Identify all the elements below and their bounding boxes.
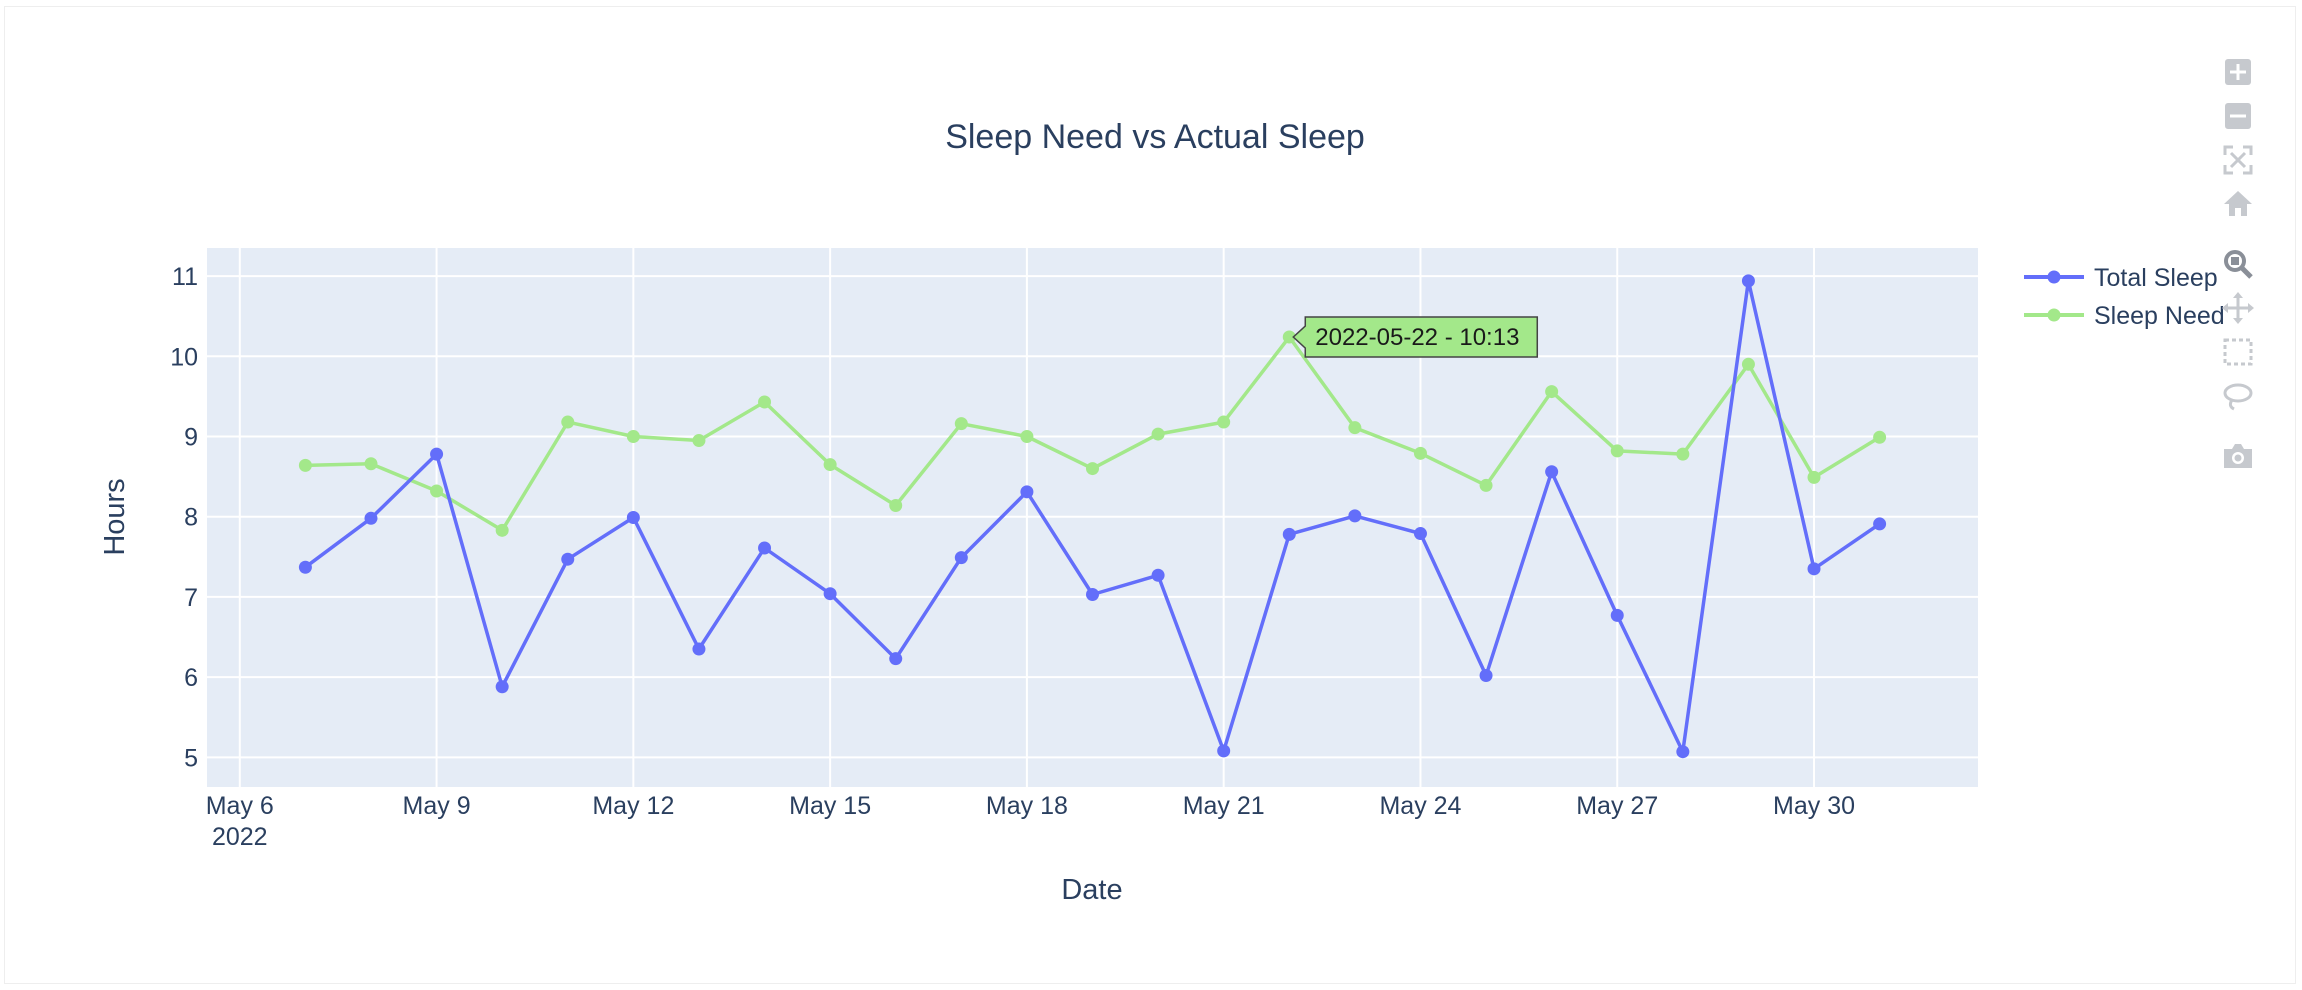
x-axis-title: Date — [1061, 874, 1122, 906]
data-point[interactable] — [430, 484, 444, 498]
data-point[interactable] — [561, 415, 575, 429]
x-tick-label: May 12 — [592, 792, 674, 820]
data-point[interactable] — [692, 642, 706, 656]
hover-tooltip: 2022-05-22 - 10:13 — [1292, 316, 1539, 358]
series-total-sleep — [298, 274, 1887, 759]
data-point[interactable] — [626, 429, 640, 443]
x-tick-label: May 21 — [1183, 792, 1265, 820]
y-tick-label: 8 — [184, 504, 198, 532]
data-point[interactable] — [430, 447, 444, 461]
data-point[interactable] — [1479, 478, 1493, 492]
box-select-icon[interactable] — [2223, 338, 2253, 366]
data-point[interactable] — [298, 458, 312, 472]
data-point[interactable] — [626, 511, 640, 524]
data-point[interactable] — [495, 523, 509, 537]
data-point[interactable] — [1610, 444, 1624, 458]
data-point[interactable] — [1348, 509, 1362, 523]
zoom-icon[interactable] — [2224, 250, 2253, 279]
data-point[interactable] — [889, 498, 903, 512]
x-tick-label: May 27 — [1576, 792, 1658, 820]
data-point[interactable] — [298, 560, 312, 574]
data-point[interactable] — [1676, 745, 1690, 759]
data-point[interactable] — [758, 541, 772, 555]
tooltip-text: 2022-05-22 - 10:13 — [1315, 324, 1519, 351]
legend-item[interactable]: Total Sleep — [2024, 264, 2218, 292]
autoscale-icon[interactable] — [2223, 145, 2253, 175]
legend-item[interactable]: Sleep Need — [2024, 302, 2225, 330]
legend-label: Total Sleep — [2094, 264, 2218, 292]
y-tick-label: 9 — [184, 423, 198, 451]
data-point[interactable] — [758, 395, 772, 409]
lasso-select-icon[interactable] — [2223, 383, 2253, 411]
data-point[interactable] — [1020, 485, 1034, 499]
legend-label: Sleep Need — [2094, 302, 2225, 330]
data-point[interactable] — [1807, 562, 1821, 576]
legend-swatch-marker — [2047, 308, 2061, 322]
data-point[interactable] — [1151, 568, 1165, 582]
zoom-in-icon[interactable] — [2225, 59, 2251, 85]
data-point[interactable] — [1217, 744, 1231, 758]
x-tick-label: May 9 — [403, 792, 471, 820]
x-tick-label: May 6 — [206, 792, 274, 820]
data-point[interactable] — [823, 587, 837, 601]
camera-icon[interactable] — [2224, 444, 2252, 468]
data-point[interactable] — [1217, 415, 1231, 429]
x-tick-label: May 15 — [789, 792, 871, 820]
data-point[interactable] — [823, 458, 837, 472]
series-sleep-need — [298, 330, 1887, 537]
x-tick-label: May 24 — [1379, 792, 1461, 820]
data-point[interactable] — [364, 511, 378, 525]
reset-axes-icon[interactable] — [2224, 191, 2252, 216]
data-point[interactable] — [954, 551, 968, 565]
data-point[interactable] — [1873, 430, 1887, 444]
y-axis-title: Hours — [99, 478, 131, 555]
data-point[interactable] — [561, 552, 575, 566]
y-tick-label: 7 — [184, 584, 198, 612]
data-point[interactable] — [1413, 527, 1427, 541]
chart-title: Sleep Need vs Actual Sleep — [945, 118, 1365, 156]
tick-labels: May 6 2022 May 9 May 12 May 15 May 18 May 21 Ma… — [170, 263, 1855, 851]
data-point[interactable] — [1676, 447, 1690, 461]
series-layer — [298, 274, 1887, 759]
data-point[interactable] — [1086, 462, 1099, 476]
x-tick-label: May 30 — [1773, 792, 1855, 820]
x-tick-year-label: 2022 — [212, 823, 268, 851]
x-tick-label: May 18 — [986, 792, 1068, 820]
data-point[interactable] — [1086, 588, 1099, 601]
tooltip: 2022-05-22 - 10:13 — [1292, 316, 1539, 358]
data-point[interactable] — [1282, 527, 1296, 541]
data-point[interactable] — [1479, 669, 1493, 683]
y-tick-label: 10 — [170, 343, 198, 371]
data-point[interactable] — [1413, 446, 1427, 460]
data-point[interactable] — [1873, 517, 1887, 531]
data-point[interactable] — [692, 434, 706, 447]
data-point[interactable] — [1151, 427, 1165, 441]
data-point[interactable] — [889, 652, 903, 666]
y-tick-label: 6 — [184, 664, 198, 692]
data-point[interactable] — [1741, 274, 1755, 288]
data-point[interactable] — [1348, 421, 1362, 435]
modebar[interactable] — [2222, 59, 2254, 468]
y-tick-label: 5 — [184, 744, 198, 772]
data-point[interactable] — [495, 680, 509, 694]
data-point[interactable] — [954, 417, 968, 431]
data-point[interactable] — [1282, 330, 1296, 344]
data-point[interactable] — [1807, 470, 1821, 484]
data-point[interactable] — [1020, 429, 1034, 443]
legend[interactable]: Total Sleep Sleep Need — [2024, 264, 2225, 330]
data-point[interactable] — [1545, 385, 1559, 399]
legend-swatch-marker — [2047, 270, 2061, 284]
zoom-out-icon[interactable] — [2225, 103, 2251, 129]
data-point[interactable] — [1545, 465, 1559, 479]
pan-icon[interactable] — [2222, 292, 2254, 324]
tooltip-box — [1292, 316, 1539, 358]
data-point[interactable] — [1741, 357, 1755, 371]
y-tick-label: 11 — [172, 263, 198, 291]
data-point[interactable] — [1610, 608, 1624, 622]
data-point[interactable] — [364, 457, 378, 471]
